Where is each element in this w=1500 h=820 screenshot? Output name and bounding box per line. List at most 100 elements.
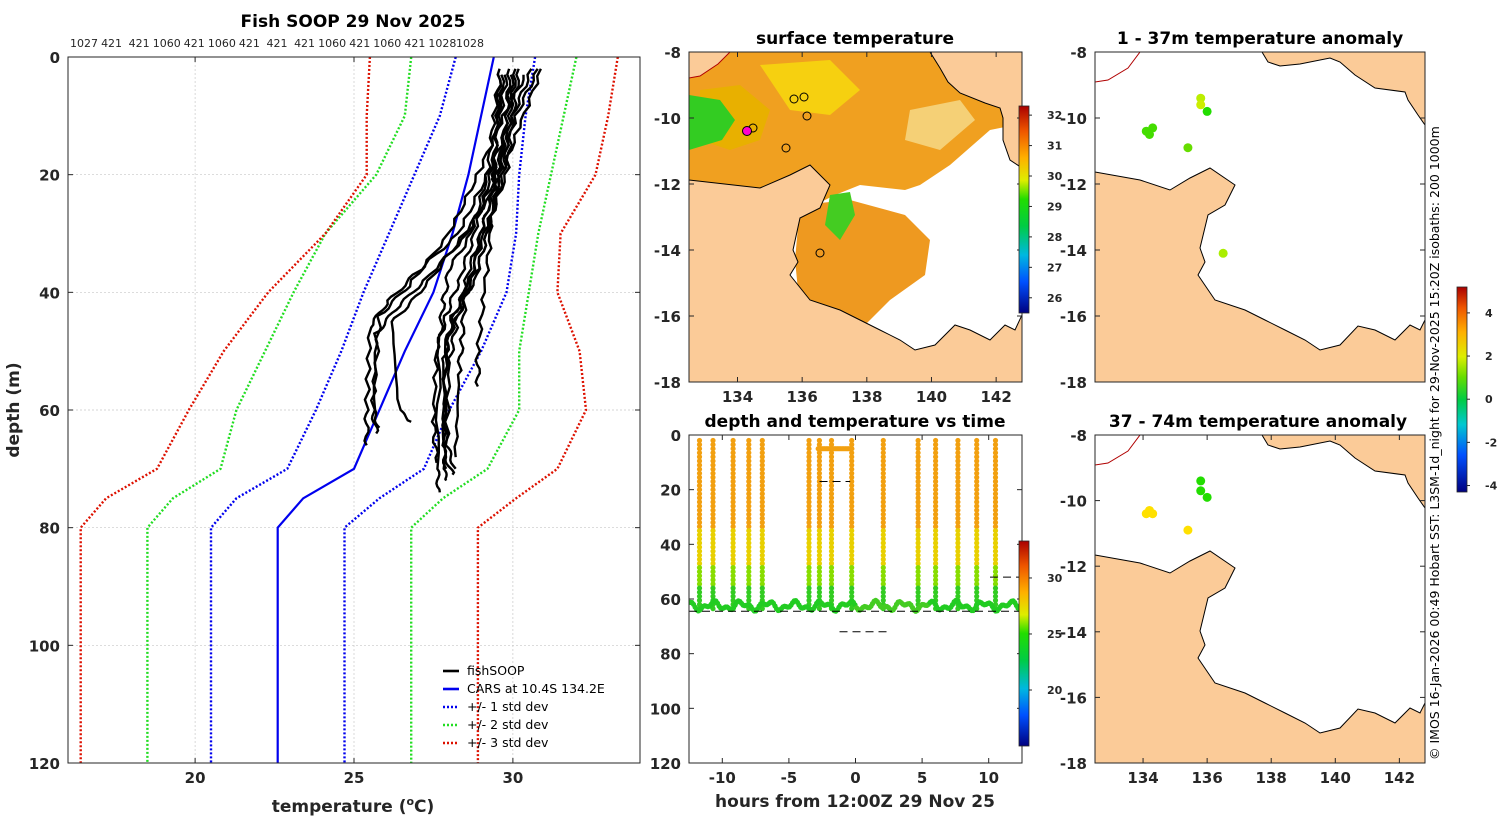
dive-trace-point [828,519,835,526]
dive-trace-point [730,524,736,530]
dive-trace-point [955,528,961,534]
dive-trace-point [974,446,980,452]
x-tick-label: 20 [185,769,206,787]
dive-trace-point [849,577,855,583]
dive-trace-point [974,511,980,517]
dive-trace-point [992,454,999,460]
legend-label: CARS at 10.4S 134.2E [467,681,605,696]
dive-trace-point [816,519,823,526]
dive-trace-point [759,507,765,513]
dive-trace-point [759,552,765,558]
dive-trace-point [992,532,999,538]
dive-trace-point [806,454,812,460]
anomaly-lower-panel: 37 - 74m temperature anomaly 134 136 138 14… [1060,286,1498,787]
dive-trace-point [710,573,716,579]
dive-trace-point [730,437,736,444]
dive-trace-point [974,569,980,575]
y-tick-label: -18 [654,374,681,392]
std2-line [146,57,413,763]
dive-trace-point [828,581,835,587]
copyright-note: © IMOS 16-Jan-2026 00:49 Hobart SST: L3S… [1427,126,1442,760]
dive-trace-point [915,581,921,587]
anomaly-point [1202,492,1212,502]
dive-trace-point [816,458,823,464]
dive-trace-point [992,540,999,546]
dive-trace-point [710,569,716,575]
dive-trace-point [849,462,855,468]
sst-field-cloud [905,100,975,150]
y-tick-label: -8 [664,44,681,62]
dive-trace-point [849,560,855,567]
dive-trace-point [992,577,999,583]
dive-trace-point [816,511,823,517]
dive-trace-point [915,446,921,452]
dive-trace-point [955,474,961,480]
dive-trace-point [933,474,939,480]
dive-trace-point [880,511,886,517]
dive-trace-point [816,528,823,534]
dive-trace-point [759,548,765,554]
dive-trace-point [933,565,939,571]
dive-trace-point [955,437,961,444]
y-tick-label: -14 [1060,242,1087,260]
anomaly-point [1144,130,1154,139]
dive-trace-point [730,511,736,517]
anom2-anomaly-points [1141,476,1212,535]
dive-trace-point [759,577,765,583]
dive-trace-point [816,544,823,550]
dive-trace-point [992,589,999,595]
dive-trace-point [710,519,716,526]
profile-top-label: 421 [349,37,370,50]
dive-trace-point [992,552,999,558]
x-tick-label: 142 [1384,769,1415,787]
dive-trace-point [696,524,703,530]
dive-trace-point [696,503,703,509]
dive-trace-point [828,552,835,558]
dive-trace-point [974,466,980,472]
dive-trace-point [730,462,736,468]
dive-trace-point [806,528,812,534]
dive-trace-point [933,483,939,489]
dive-trace-point [915,548,921,554]
dive-trace-point [730,470,736,476]
dive-trace-point [710,446,716,452]
dive-trace-point [696,593,703,599]
dive-trace-point [806,519,812,526]
dive-trace-point [828,511,835,517]
dive-trace-point [974,585,980,591]
dive-trace-point [933,589,939,595]
dive-trace-point [730,581,736,587]
x-tick-label: 142 [980,388,1011,406]
dive-trace-point [806,581,812,587]
dive-trace-point [710,556,716,563]
dive-trace-point [915,462,921,468]
profile-top-label: 1060 [208,37,236,50]
anomaly-colorbar-ticks: -4 -2 0 2 4 [1467,307,1498,493]
dive-trace-point [710,470,716,476]
dive-trace-point [880,593,886,599]
dive-trace-point [730,560,736,567]
profile-top-label: 421 [267,37,288,50]
dive-trace-point [828,565,835,571]
dive-trace-point [974,437,980,444]
dive-trace-point [710,499,716,505]
dive-trace-point [816,499,823,505]
dive-trace-point [759,478,765,485]
dive-trace-point [828,524,835,530]
dive-trace-point [955,524,961,530]
anomaly-colorbar [1456,286,1468,493]
anom1-coast-northwest [1095,52,1141,83]
dive-trace-point [816,606,823,612]
dive-trace-point [746,569,752,575]
anom1-land-northeast [1261,52,1425,126]
dive-trace-point [696,589,703,595]
dive-trace-point [849,606,855,612]
dive-trace-point [828,544,835,550]
legend-label: fishSOOP [467,663,525,678]
y-tick-label: 100 [650,700,681,718]
dive-trace-point [933,593,939,599]
sst-field-yellow-2 [760,60,860,115]
dive-trace-point [915,466,921,472]
dive-trace-point [730,491,736,497]
dive-trace-point [933,573,939,579]
